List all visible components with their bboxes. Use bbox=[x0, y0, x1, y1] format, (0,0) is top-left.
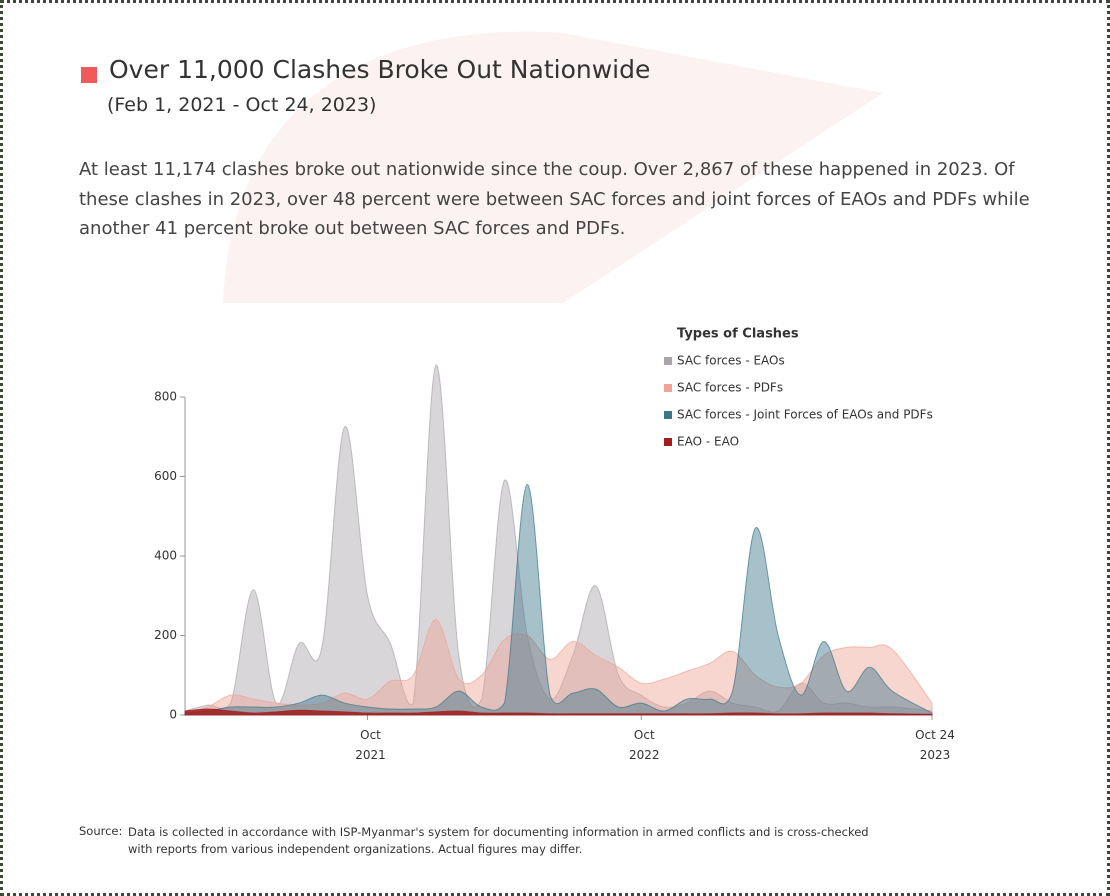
legend-label: SAC forces - Joint Forces of EAOs and PD… bbox=[677, 408, 933, 422]
y-tick-label: 800 bbox=[154, 390, 177, 404]
title: Over 11,000 Clashes Broke Out Nationwide bbox=[109, 55, 651, 84]
y-tick-label: 200 bbox=[154, 628, 177, 642]
description: At least 11,174 clashes broke out nation… bbox=[79, 159, 1030, 239]
area bbox=[184, 619, 933, 716]
source-text: Data is collected in accordance with ISP… bbox=[128, 825, 869, 856]
y-tick-label: 0 bbox=[169, 708, 177, 722]
subtitle: (Feb 1, 2021 - Oct 24, 2023) bbox=[107, 94, 377, 116]
legend-label: SAC forces - EAOs bbox=[677, 354, 785, 368]
source-label: Source: bbox=[79, 824, 123, 838]
legend-swatch bbox=[664, 438, 672, 446]
title-marker bbox=[81, 67, 97, 83]
legend-swatch bbox=[664, 357, 672, 365]
y-tick-label: 400 bbox=[154, 549, 177, 563]
x-tick-label: Oct 2021 bbox=[355, 728, 386, 762]
y-tick-label: 600 bbox=[154, 469, 177, 483]
legend-swatch bbox=[664, 411, 672, 419]
x-tick-label: Oct 24 2023 bbox=[915, 728, 955, 762]
x-tick-label: Oct 2022 bbox=[629, 728, 660, 762]
legend-label: EAO - EAO bbox=[677, 435, 739, 449]
watermark bbox=[223, 31, 883, 303]
legend-swatch bbox=[664, 384, 672, 392]
area bbox=[184, 708, 933, 716]
area bbox=[184, 364, 933, 716]
chart: 0 200 400 600 800 Types of Clashes SAC forces … bbox=[154, 31, 933, 722]
legend-title: Types of Clashes bbox=[677, 327, 799, 342]
legend-label: SAC forces - PDFs bbox=[677, 381, 783, 395]
area bbox=[184, 483, 933, 716]
